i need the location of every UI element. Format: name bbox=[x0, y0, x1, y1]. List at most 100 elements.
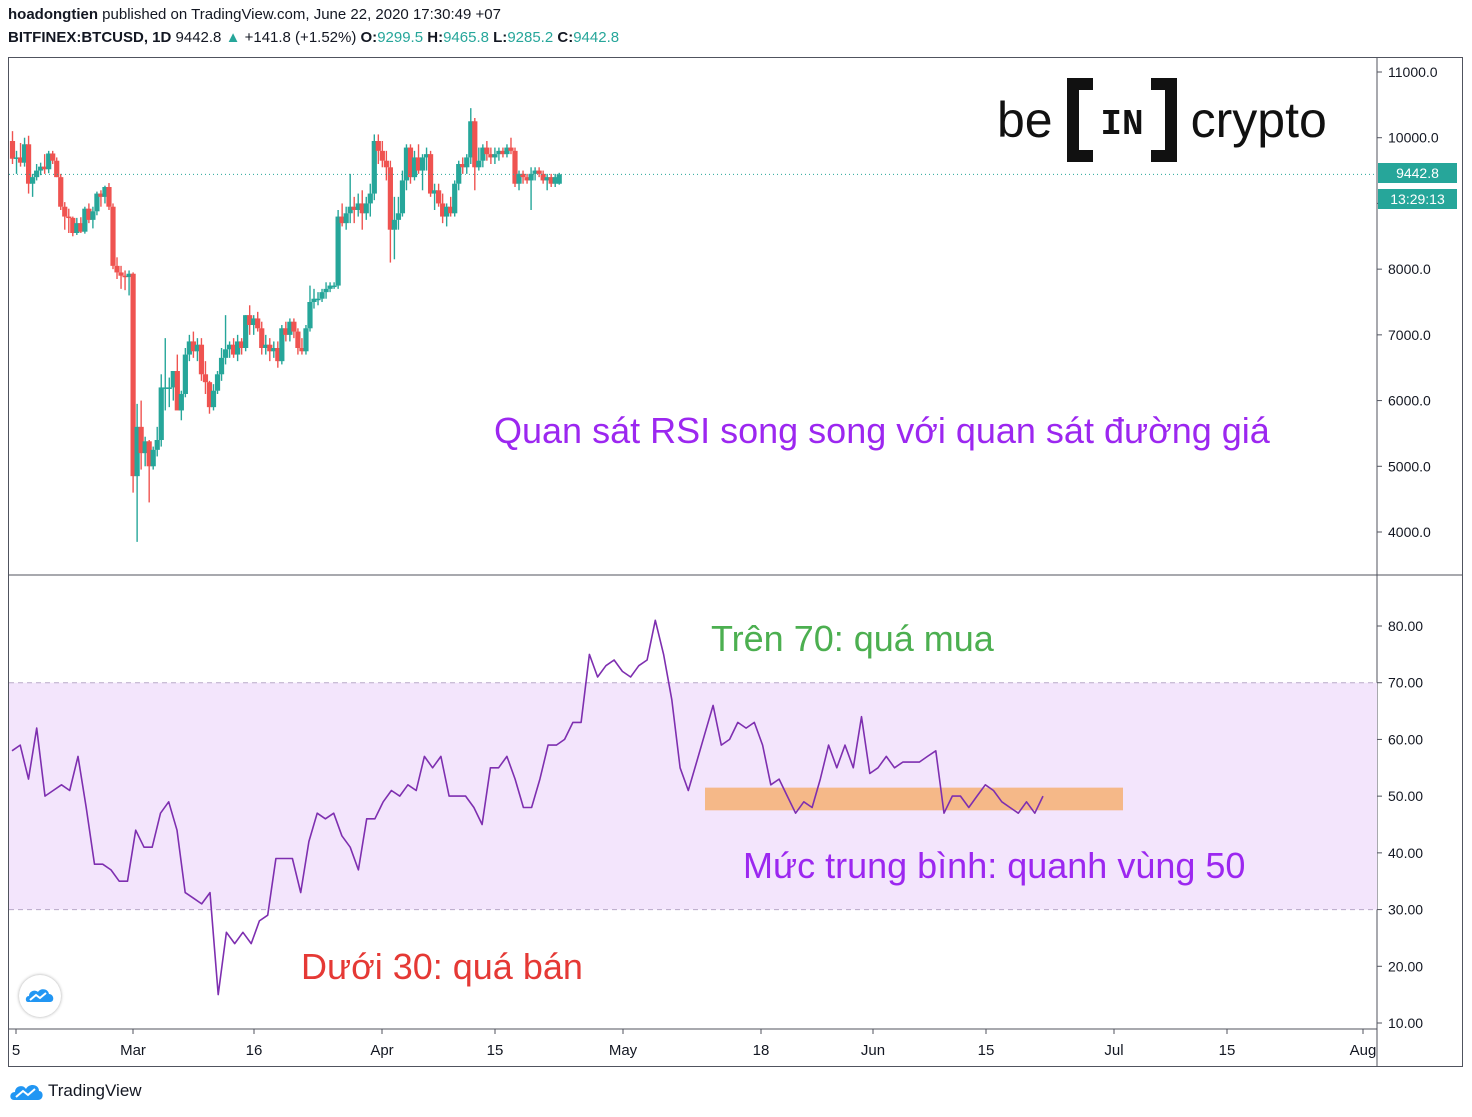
candle bbox=[82, 206, 88, 234]
candle-body bbox=[94, 193, 100, 212]
time-tick-label: Apr bbox=[370, 1042, 393, 1059]
candle bbox=[468, 108, 474, 164]
candle bbox=[504, 144, 510, 158]
candle-body bbox=[146, 441, 152, 467]
candle-body bbox=[488, 154, 494, 158]
candle bbox=[271, 341, 277, 358]
candle bbox=[190, 331, 196, 358]
candle bbox=[46, 150, 52, 174]
footer-branding[interactable]: TradingView bbox=[8, 1080, 142, 1102]
time-tick-label: Mar bbox=[120, 1042, 146, 1059]
candle bbox=[315, 292, 321, 306]
candle bbox=[355, 193, 361, 217]
candle bbox=[427, 150, 434, 197]
candle bbox=[102, 185, 108, 204]
candle bbox=[399, 170, 406, 217]
candle-body bbox=[118, 272, 124, 276]
candle bbox=[54, 157, 60, 178]
candle-body bbox=[359, 203, 365, 214]
candle-body bbox=[299, 348, 305, 352]
time-tick-label: Jun bbox=[861, 1042, 885, 1059]
candle-body bbox=[158, 387, 164, 440]
candle bbox=[552, 173, 558, 187]
candle-body bbox=[271, 348, 277, 352]
candle-body bbox=[287, 321, 293, 335]
candle-body bbox=[102, 187, 108, 197]
up-arrow-icon: ▲ bbox=[221, 29, 241, 46]
candle bbox=[323, 282, 329, 299]
candle-body bbox=[25, 144, 32, 184]
candle-body bbox=[90, 211, 96, 220]
candle-body bbox=[267, 344, 273, 352]
candle-body bbox=[383, 160, 389, 168]
candle-body bbox=[58, 177, 64, 207]
candle-body bbox=[42, 166, 48, 170]
candle-body bbox=[66, 216, 72, 219]
publish-info: hoadongtien published on TradingView.com… bbox=[8, 6, 501, 23]
candle-body bbox=[30, 177, 36, 184]
candle-body bbox=[347, 206, 353, 214]
candle bbox=[226, 341, 233, 358]
candle bbox=[86, 203, 92, 224]
candle-body bbox=[403, 147, 410, 181]
candle-body bbox=[86, 208, 92, 220]
candle bbox=[279, 325, 285, 365]
candle-body bbox=[504, 147, 510, 155]
candle-body bbox=[62, 206, 68, 217]
candle bbox=[58, 173, 64, 210]
candle-body bbox=[251, 318, 257, 325]
time-tick-label: 15 bbox=[978, 1042, 995, 1059]
candle-body bbox=[239, 341, 245, 348]
candle bbox=[178, 390, 184, 421]
time-tick-label: May bbox=[609, 1042, 638, 1059]
annotation-average: Mức trung bình: quanh vùng 50 bbox=[743, 845, 1246, 886]
rsi-tick-label: 30.00 bbox=[1388, 902, 1423, 918]
candle bbox=[476, 147, 482, 171]
price-tick-label: 8000.0 bbox=[1388, 261, 1431, 277]
candle-body bbox=[202, 374, 209, 383]
candle bbox=[263, 334, 269, 355]
candle bbox=[488, 147, 494, 164]
candle-body bbox=[331, 285, 337, 288]
candle-body bbox=[444, 206, 450, 217]
candle bbox=[134, 403, 140, 542]
candle bbox=[464, 154, 470, 174]
candle-body bbox=[548, 177, 554, 184]
candle-body bbox=[74, 223, 80, 233]
tradingview-button[interactable] bbox=[19, 975, 61, 1017]
candle bbox=[383, 150, 389, 181]
time-tick-label: 16 bbox=[246, 1042, 263, 1059]
candle-body bbox=[532, 170, 538, 174]
candle bbox=[255, 311, 261, 332]
published-text: published on TradingView.com, June 22, 2… bbox=[102, 6, 501, 23]
candle-body bbox=[9, 141, 16, 159]
candle-body bbox=[311, 298, 317, 302]
candle bbox=[492, 147, 498, 164]
candle bbox=[387, 160, 393, 263]
chart-frame[interactable] bbox=[8, 57, 1463, 1067]
candle bbox=[343, 206, 349, 230]
candle-body bbox=[492, 154, 498, 158]
candle bbox=[90, 206, 96, 229]
candle-body bbox=[423, 154, 430, 158]
candle-body bbox=[138, 426, 144, 454]
candle-body bbox=[46, 153, 52, 170]
candle-body bbox=[17, 157, 24, 163]
candle-body bbox=[182, 354, 188, 394]
candle bbox=[198, 338, 205, 381]
candle bbox=[267, 338, 273, 362]
candle bbox=[210, 384, 217, 411]
candle-body bbox=[194, 344, 201, 352]
candle-body bbox=[235, 341, 241, 355]
candle bbox=[311, 288, 317, 309]
candle bbox=[50, 150, 56, 164]
logo-in-text: IN bbox=[1100, 104, 1143, 145]
candle bbox=[34, 164, 40, 181]
candle-body bbox=[335, 216, 341, 286]
candle-body bbox=[540, 173, 546, 181]
candle bbox=[536, 167, 542, 178]
tradingview-cloud-icon bbox=[25, 989, 54, 1002]
candle-body bbox=[34, 170, 40, 178]
candle bbox=[194, 338, 201, 362]
